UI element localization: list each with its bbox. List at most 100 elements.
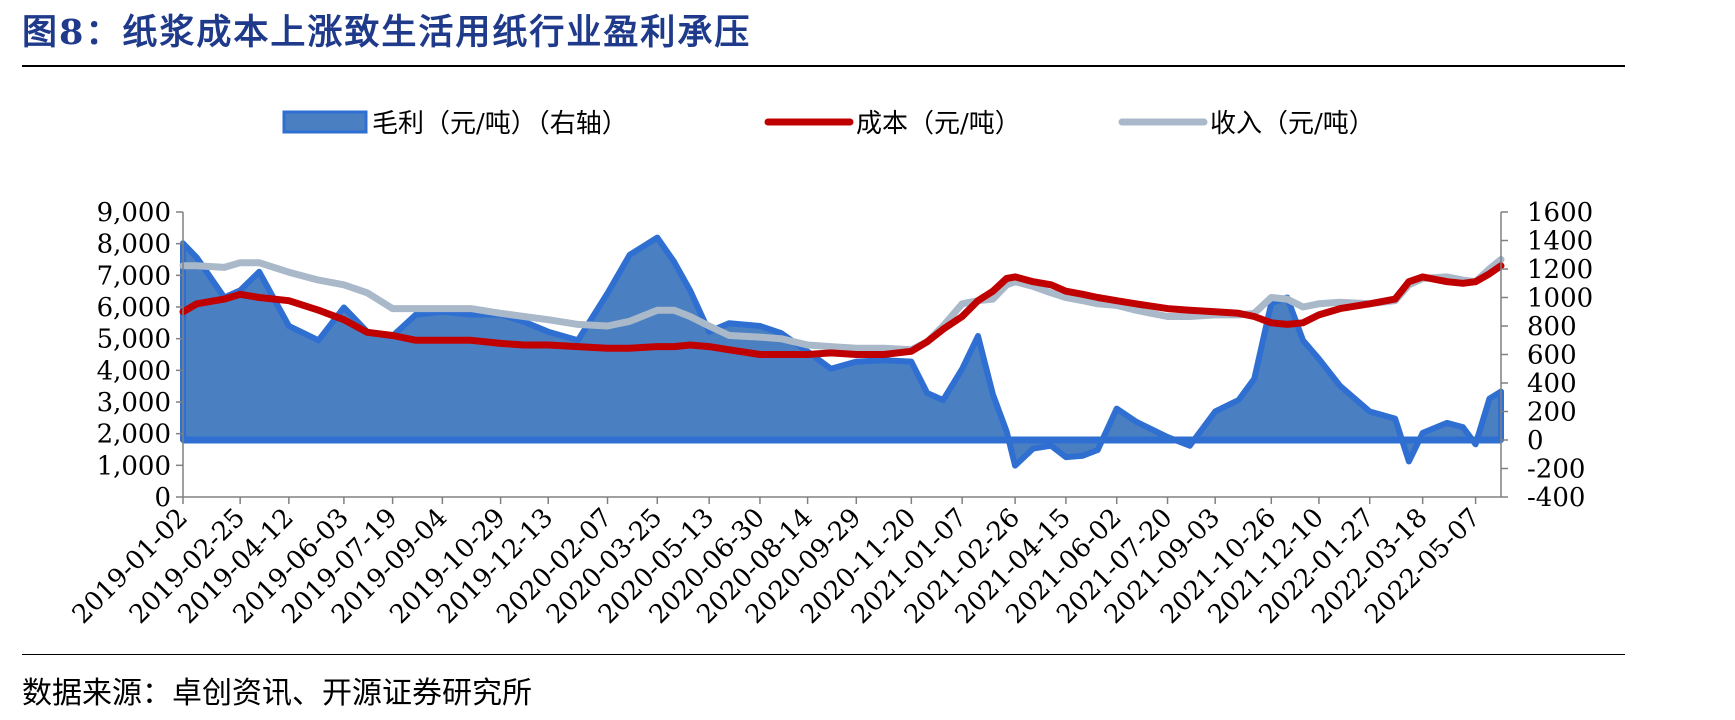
gross-profit-point [522,320,525,323]
cost-point [1081,292,1085,296]
cost-point [1461,281,1465,285]
cost-point [1301,321,1305,325]
gross-profit-point [1214,410,1217,413]
title-divider [22,65,1625,67]
revenue-point [414,307,418,311]
legend-label-revenue: 收入（元/吨） [1210,109,1375,139]
revenue-point [1338,300,1342,304]
revenue-point [991,297,995,301]
series-cost-line [179,262,1505,358]
cost-point [1115,299,1119,303]
cost-point [758,353,762,356]
page-title: 图8：纸浆成本上涨致生活用纸行业盈利承压 [22,12,752,53]
gross-profit-point [342,306,345,309]
revenue-point [1301,305,1305,309]
revenue-point [672,308,676,312]
y-left-tick-label: 4,000 [97,356,171,386]
legend-swatch-gross-profit [282,110,368,134]
y-left-tick-label: 7,000 [97,261,171,291]
cost-point [1445,280,1449,284]
cost-point [727,348,731,352]
cost-point [976,299,980,303]
revenue-point [1064,296,1068,299]
cost-point [391,334,395,337]
gross-profit-point [708,330,711,333]
revenue-point [1049,291,1053,295]
y-right-tick-label: -400 [1527,483,1585,513]
cost-point [1407,280,1411,284]
gross-profit-point [576,339,579,342]
gross-profit-point [882,359,885,362]
gross-profit-point [1394,417,1397,420]
cost-point [854,353,858,356]
gross-profit-point [1134,420,1137,423]
gross-profit-point [1005,430,1008,433]
cost-point [522,343,526,347]
cost-point [365,330,369,334]
gross-profit-point [689,289,692,292]
revenue-point [1188,315,1192,318]
gross-profit-point [780,332,783,335]
revenue-point [628,319,632,323]
y-right-tick-label: 1400 [1527,227,1593,257]
chart: 毛利（元/吨）（右轴） 成本（元/吨） 收入（元/吨） 01,0002,0003… [67,109,1593,630]
revenue-point [1317,302,1321,306]
y-right-tick-label: -200 [1527,455,1585,485]
cost-point [195,302,199,306]
revenue-point [854,346,858,350]
cost-point [779,353,783,356]
cost-point [628,346,632,350]
cost-point [1252,315,1256,318]
cost-point [257,296,261,299]
cost-point [909,349,913,353]
y-left-tick-label: 8,000 [97,230,171,260]
y-right-tick-label: 1000 [1527,284,1593,314]
gross-profit-point [1302,339,1305,342]
gross-profit-point [1188,444,1191,447]
revenue-point [1166,315,1170,318]
gross-profit-point [1096,448,1099,451]
revenue-point [688,315,692,318]
y-right-tick-label: 400 [1527,369,1577,399]
revenue-point [727,334,731,337]
cost-point [960,315,964,318]
cost-point [1134,302,1138,306]
gross-profit-point [1368,410,1371,413]
revenue-point [606,324,610,328]
cost-point [925,340,929,344]
gross-profit-point [673,260,676,263]
y-left-tick-label: 9,000 [97,198,171,228]
cost-point [1049,283,1053,287]
revenue-point [1081,299,1085,303]
cost-point [1031,280,1035,284]
cost-point [1338,307,1342,311]
cost-point [606,346,610,350]
gross-profit-point [1446,421,1449,424]
legend-label-gross-profit: 毛利（元/吨）（右轴） [372,109,628,139]
cost-point [991,289,995,293]
revenue-point [499,311,503,315]
cost-point [1421,275,1425,279]
data-source-note: 数据来源：卓创资讯、开源证券研究所 [22,676,532,711]
y-right-tick-label: 1600 [1527,198,1593,228]
gross-profit-point [1407,460,1410,463]
cost-point [238,292,242,296]
gross-profit-point [1421,431,1424,434]
revenue-point [391,307,395,311]
gross-profit-point [1166,436,1169,439]
cost-point [414,338,418,342]
cost-point [1474,280,1478,284]
gross-profit-point [414,313,417,316]
gross-profit-point [1461,426,1464,429]
cost-point [882,353,886,356]
cost-point [440,338,444,342]
gross-profit-point [656,236,659,239]
cost-point [1005,277,1009,280]
revenue-point [522,315,526,318]
gross-profit-point [1032,447,1035,450]
revenue-point [342,283,346,287]
gross-profit-point [1253,377,1256,380]
gross-profit-point [1237,399,1240,402]
cost-point [688,343,692,347]
gross-profit-point [1339,384,1342,387]
